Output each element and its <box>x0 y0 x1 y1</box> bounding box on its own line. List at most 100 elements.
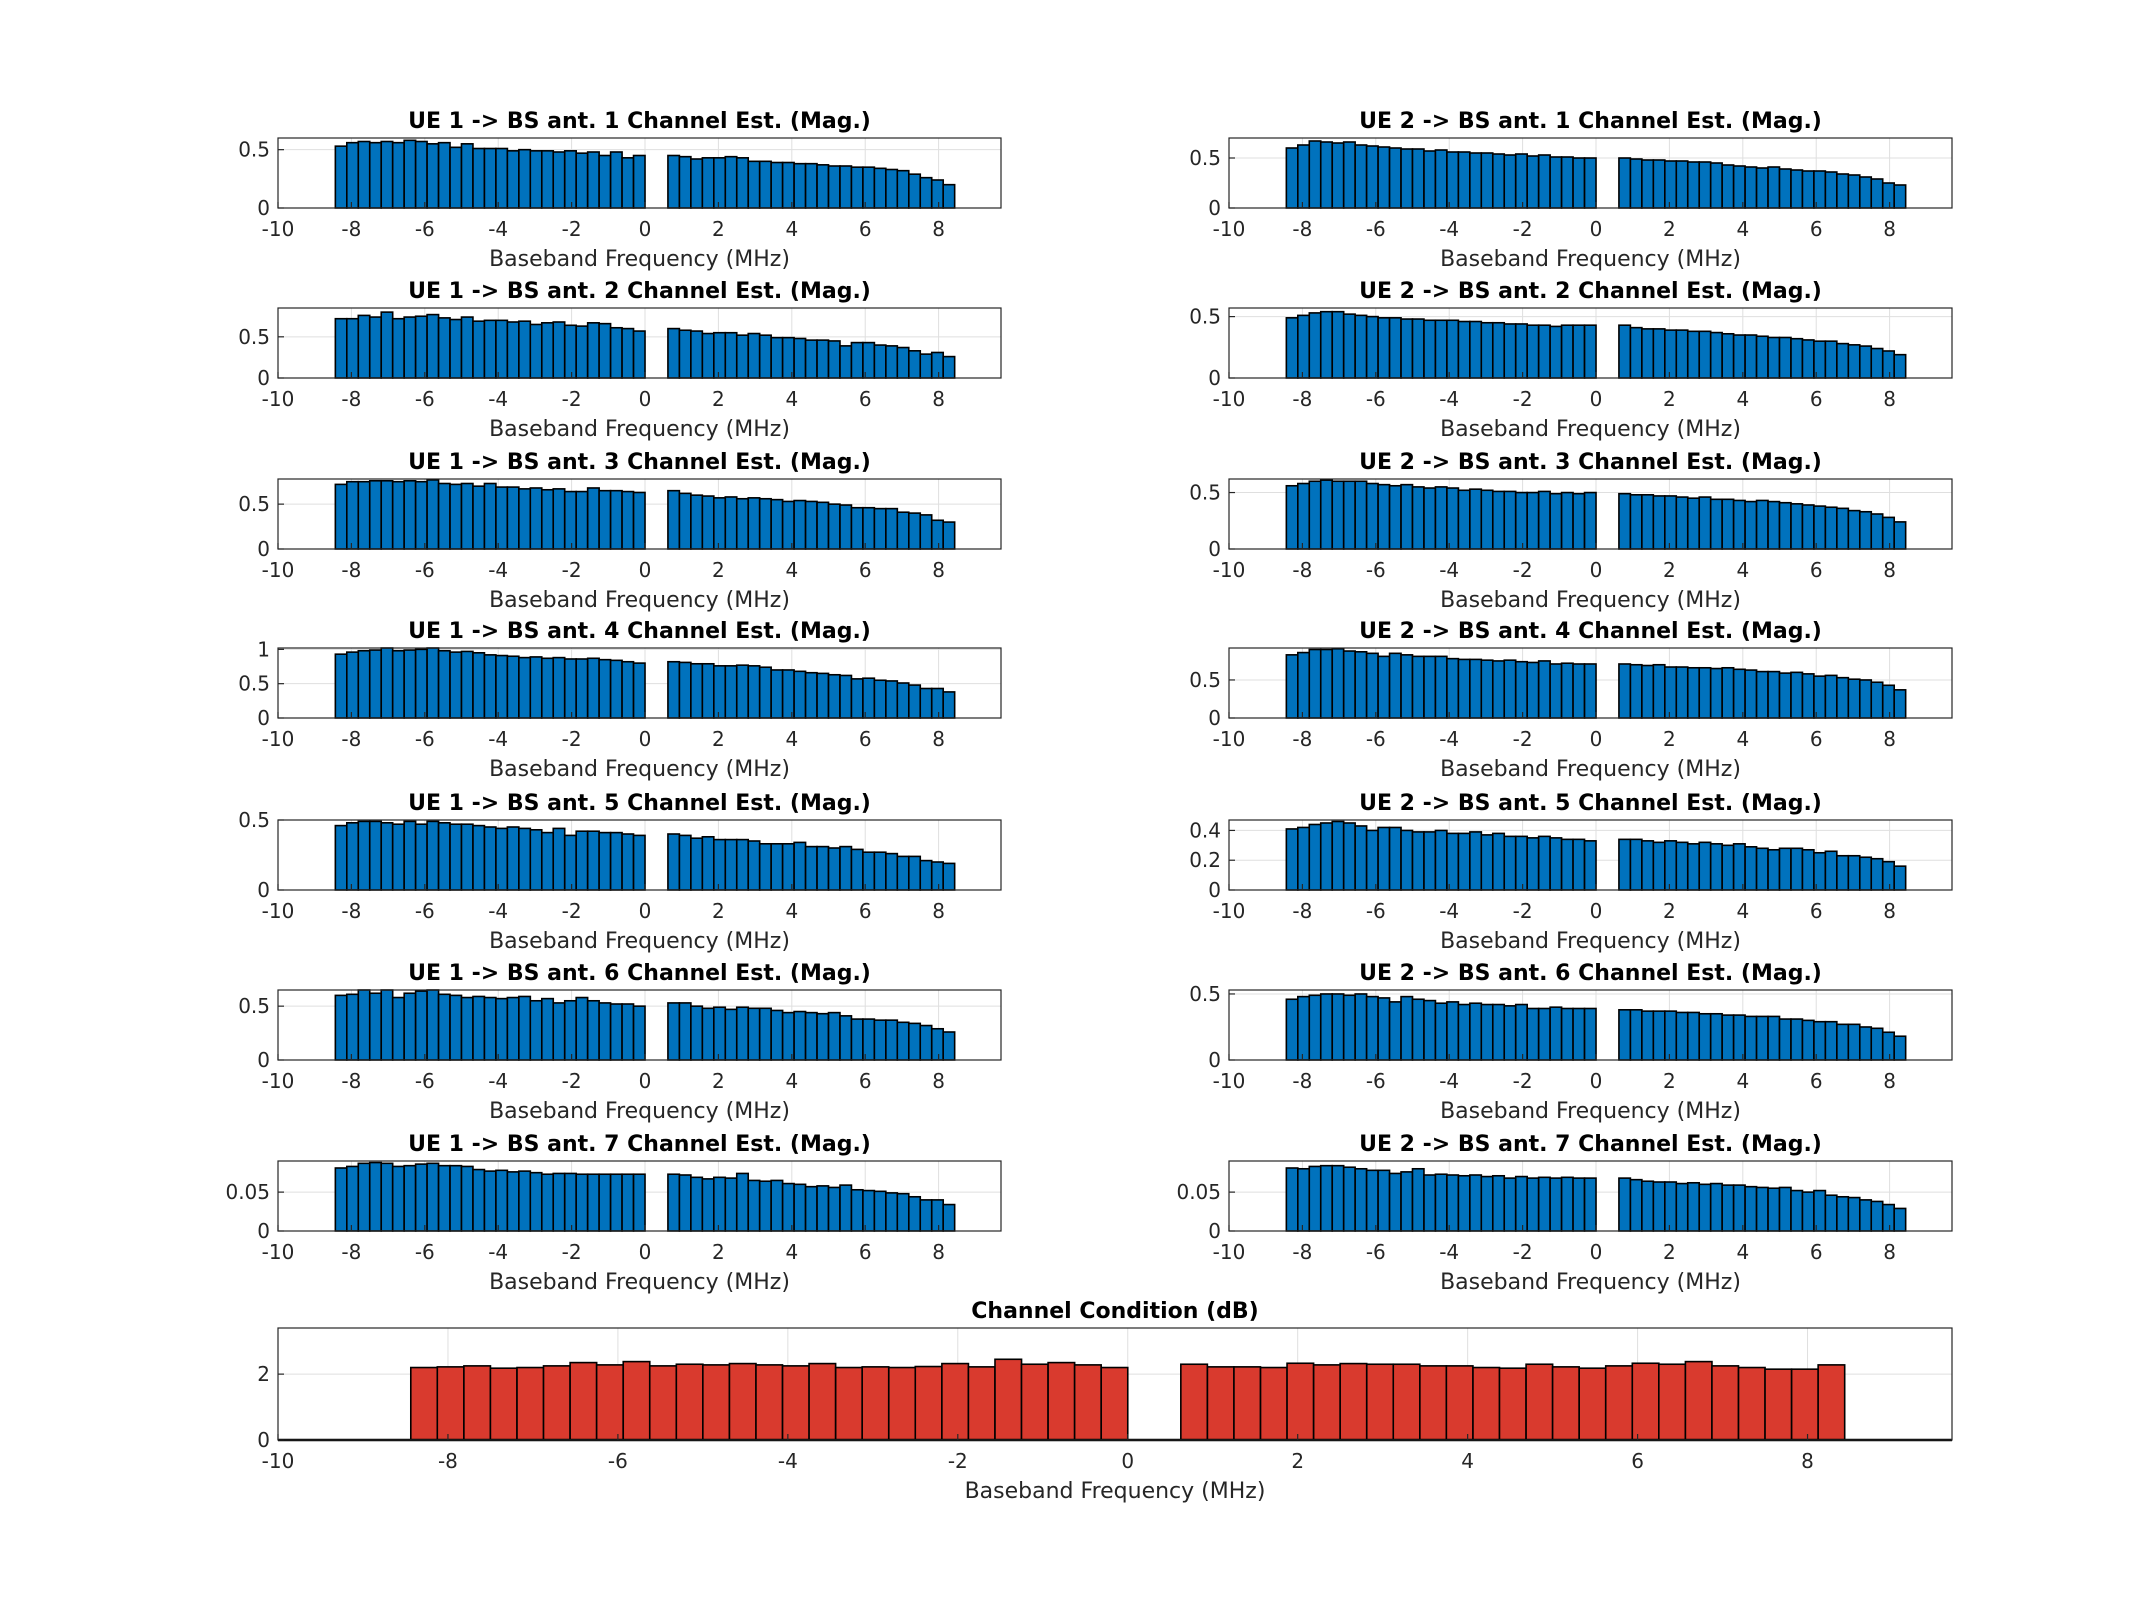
y-tick-label: 0.4 <box>1189 818 1221 842</box>
x-axis-label: Baseband Frequency (MHz) <box>1440 1270 1741 1295</box>
bar <box>735 1172 750 1232</box>
bar <box>414 823 428 891</box>
bar <box>793 162 807 209</box>
bar <box>1457 489 1471 550</box>
x-tick-label: 2 <box>712 1069 725 1093</box>
bar <box>1629 326 1643 379</box>
chart-panel-7: -10 -8 -6 -4 -2 0 2 4 6 8 0 0.5 1 UE 1 -> BS ant. 4 C… <box>238 619 1002 782</box>
y-tick-label: 0.5 <box>1189 982 1221 1006</box>
bar <box>1583 1177 1597 1232</box>
bar <box>1870 1200 1884 1232</box>
bar <box>1297 144 1311 209</box>
bar <box>1537 490 1551 550</box>
bar <box>1686 666 1701 719</box>
bar <box>609 831 623 891</box>
x-tick-label: -2 <box>562 217 582 241</box>
bar <box>609 151 623 209</box>
bar <box>563 324 577 379</box>
chart-title: UE 2 -> BS ant. 6 Channel Est. (Mag.) <box>1359 961 1822 986</box>
bar <box>1469 1002 1483 1061</box>
x-tick-label: -8 <box>341 1240 361 1264</box>
bar <box>1560 491 1574 550</box>
bar <box>1560 156 1574 209</box>
bar <box>529 999 543 1061</box>
bar <box>1641 1010 1655 1061</box>
x-axis-label: Baseband Frequency (MHz) <box>489 417 790 442</box>
bar <box>896 511 910 550</box>
chart-panel-15: -10 -8 -6 -4 -2 0 2 4 6 8 0 2 Channel Condition (dB)… <box>257 1299 1953 1504</box>
bar <box>1870 513 1884 550</box>
x-tick-label: 8 <box>1883 387 1896 411</box>
bar <box>518 488 532 550</box>
bar <box>1709 162 1723 209</box>
bar <box>747 497 761 550</box>
bar <box>1836 676 1850 719</box>
bar <box>1732 1184 1746 1232</box>
bar <box>896 855 910 891</box>
x-tick-label: 8 <box>1883 899 1896 923</box>
bar <box>1824 1194 1838 1232</box>
bar <box>1469 320 1483 379</box>
bar <box>609 489 623 550</box>
bar <box>1365 995 1379 1061</box>
bar <box>701 332 715 379</box>
bar <box>598 1173 612 1232</box>
y-tick-label: 0.5 <box>238 672 270 696</box>
bar <box>1400 148 1414 209</box>
bar <box>632 330 646 379</box>
bar <box>1836 854 1850 891</box>
bar <box>1457 1174 1471 1232</box>
bar <box>586 151 600 209</box>
bar <box>930 861 945 891</box>
bar <box>368 141 383 209</box>
bar <box>1446 487 1460 550</box>
bar <box>1721 666 1735 719</box>
bar <box>1744 1015 1758 1061</box>
y-tick-label: 1 <box>257 637 270 661</box>
y-tick-label: 0 <box>257 1428 270 1452</box>
x-tick-label: -8 <box>341 558 361 582</box>
bar <box>1709 843 1723 891</box>
chart-panel-12: -10 -8 -6 -4 -2 0 2 4 6 8 0 0.5 UE 2 -> BS ant. 6 Ch… <box>1189 961 1953 1124</box>
bar <box>1675 496 1689 550</box>
x-tick-label: -4 <box>1439 1240 1459 1264</box>
bar <box>873 679 887 719</box>
bar <box>1813 505 1827 550</box>
bar <box>1526 1007 1540 1061</box>
x-axis-label: Baseband Frequency (MHz) <box>965 1479 1266 1504</box>
bar <box>1686 1011 1701 1061</box>
x-tick-label: 6 <box>859 727 872 751</box>
bar <box>701 1178 715 1232</box>
bar <box>1859 856 1873 891</box>
bar <box>1514 153 1528 209</box>
bar <box>357 314 371 379</box>
bar <box>713 1176 727 1232</box>
bar <box>1469 488 1483 550</box>
bar <box>1732 1014 1746 1061</box>
bar <box>472 995 486 1061</box>
bar <box>483 826 497 891</box>
bar <box>873 344 887 379</box>
bar <box>1308 823 1322 891</box>
bar <box>1331 310 1345 379</box>
x-tick-label: 4 <box>785 1069 798 1093</box>
bar <box>724 331 738 379</box>
bar <box>942 1203 956 1232</box>
x-tick-label: 2 <box>712 1240 725 1264</box>
x-tick-label: -8 <box>1292 558 1312 582</box>
bar <box>839 674 853 719</box>
bar <box>563 490 577 550</box>
bar <box>678 834 692 891</box>
x-tick-label: 2 <box>1663 899 1676 923</box>
bar <box>1537 1007 1551 1061</box>
bar <box>540 322 555 379</box>
bar <box>1817 1364 1846 1441</box>
bar <box>1365 145 1379 209</box>
bar <box>1514 660 1528 719</box>
bar <box>506 655 520 719</box>
bar <box>1423 319 1437 379</box>
bar <box>1400 995 1414 1061</box>
bar <box>345 1165 360 1232</box>
bar <box>472 320 486 379</box>
bar <box>414 1163 428 1232</box>
